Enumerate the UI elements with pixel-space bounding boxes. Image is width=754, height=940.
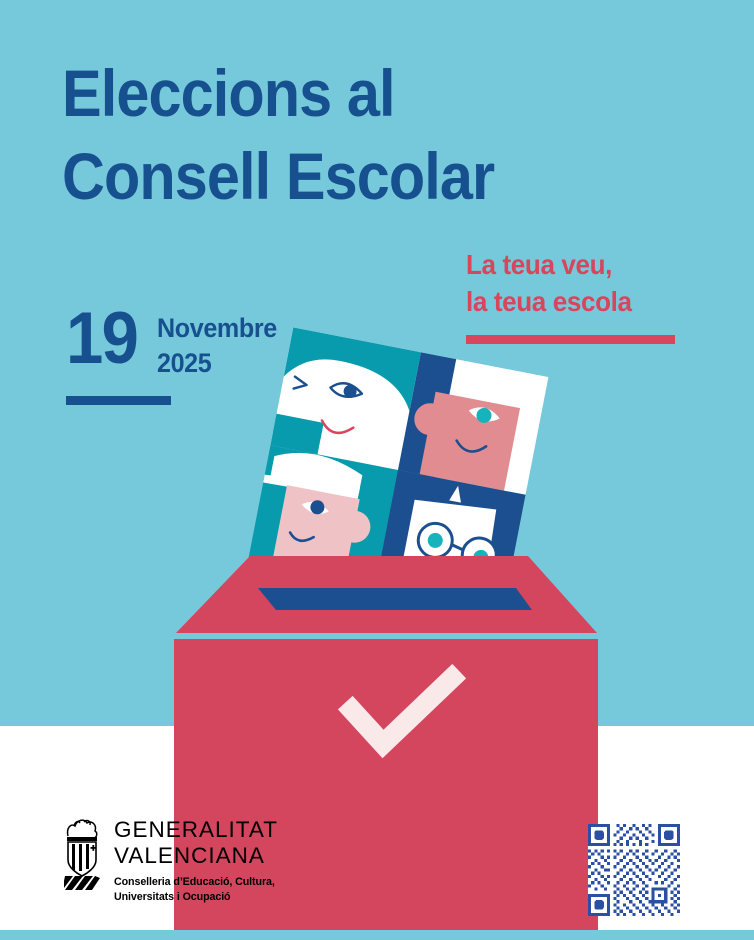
footer-accent-bar xyxy=(0,930,754,940)
date-rule xyxy=(66,396,171,406)
tagline-block: La teua veu, la teua escola xyxy=(466,247,706,344)
event-day: 19 xyxy=(66,298,139,379)
tagline-text: La teua veu, la teua escola xyxy=(466,249,632,317)
generalitat-valenciana-logo: GENERALITAT VALENCIANA Conselleria d’Edu… xyxy=(62,814,278,904)
logo-text-block: GENERALITAT VALENCIANA Conselleria d’Edu… xyxy=(114,817,278,904)
logo-institution-name: GENERALITAT VALENCIANA xyxy=(114,817,278,868)
logo-department-name: Conselleria d’Educació, Cultura, Univers… xyxy=(114,876,275,903)
generalitat-valenciana-crest-icon xyxy=(64,819,100,890)
tagline-rule xyxy=(466,334,675,344)
event-month-year: Novembre 2025 xyxy=(157,313,278,378)
qr-code-icon[interactable] xyxy=(588,824,680,916)
event-date-block: 19 Novembre 2025 xyxy=(66,298,316,406)
page-title: Eleccions al Consell Escolar xyxy=(62,56,495,214)
event-date-row: 19 Novembre 2025 xyxy=(66,298,316,380)
